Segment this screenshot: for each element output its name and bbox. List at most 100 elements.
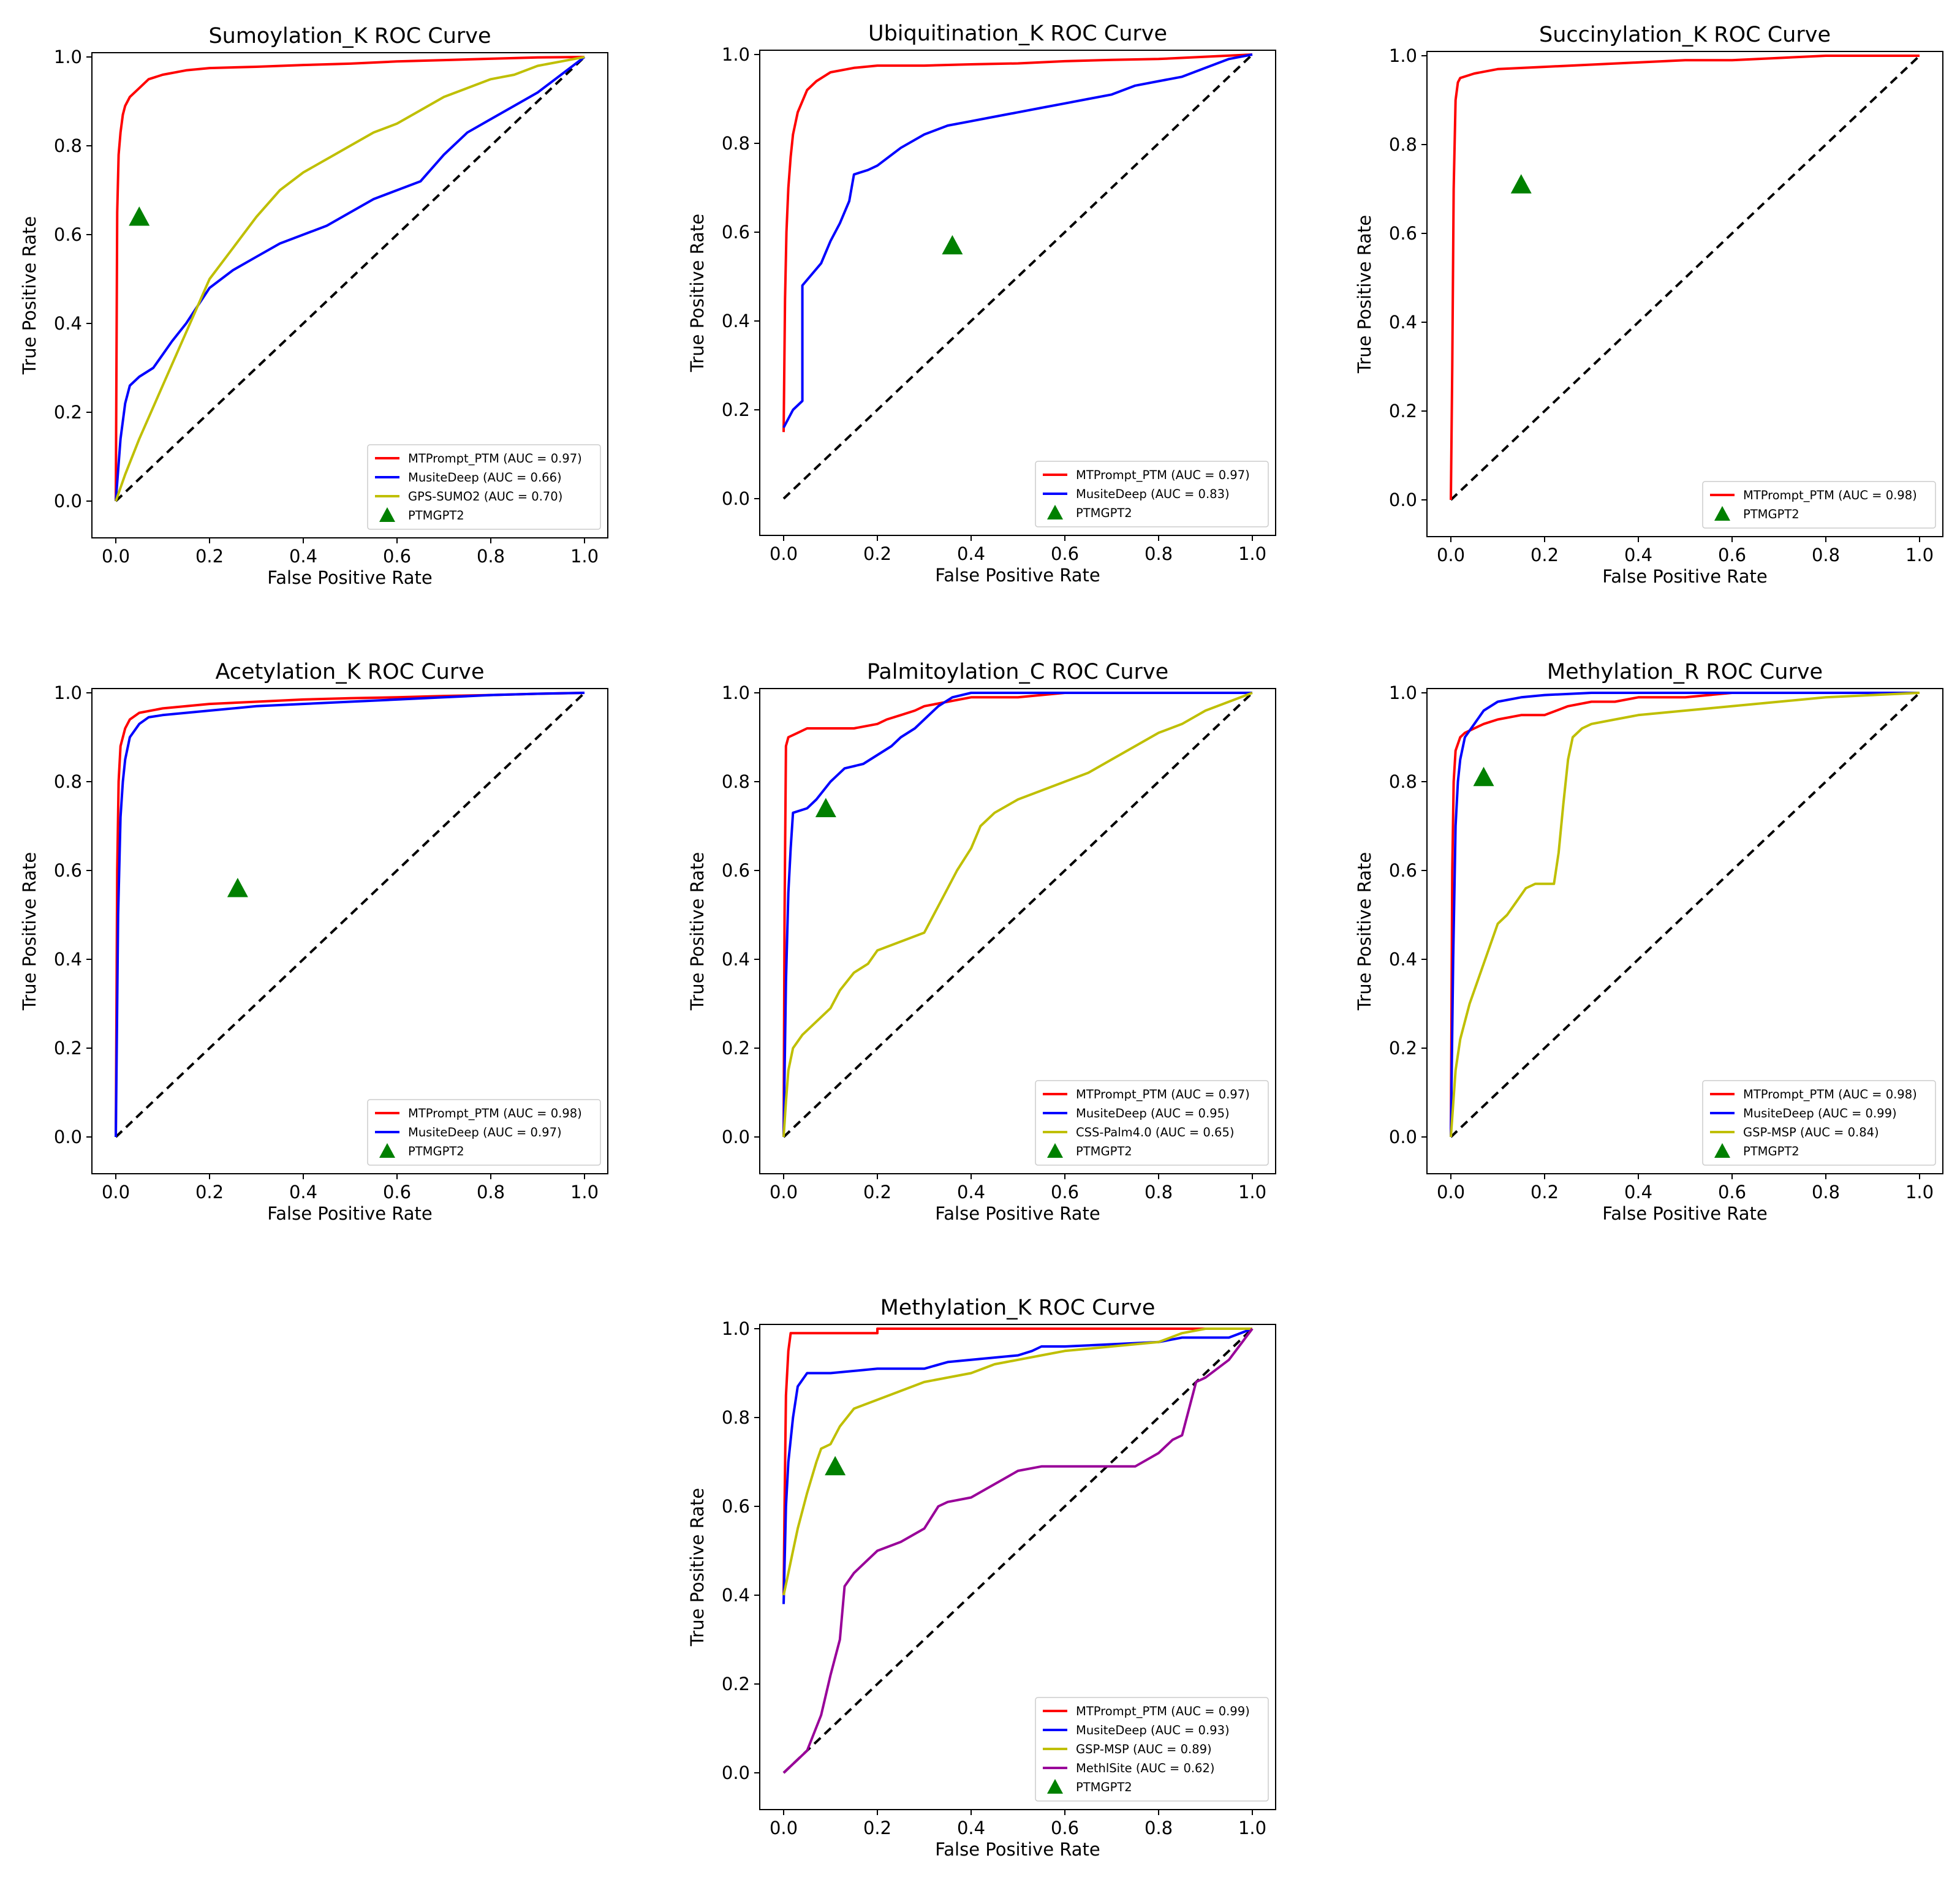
ptmgpt2-marker xyxy=(129,206,150,226)
axes-frame xyxy=(91,52,608,538)
legend-label: PTMGPT2 xyxy=(1076,1780,1132,1794)
ptmgpt2-marker xyxy=(942,235,963,255)
legend-label: MTPrompt_PTM (AUC = 0.98) xyxy=(408,1106,582,1120)
legend-box xyxy=(367,1099,601,1166)
ptmgpt2-marker xyxy=(1510,174,1532,194)
x-tick-label: 0.8 xyxy=(1145,543,1173,564)
legend-box xyxy=(367,444,601,530)
legend: MTPrompt_PTM (AUC = 0.99) MusiteDeep (AUC… xyxy=(1035,1697,1269,1802)
diagonal-reference-line xyxy=(1450,692,1921,1138)
x-tick-label: 0.0 xyxy=(770,543,798,564)
legend: MTPrompt_PTM (AUC = 0.98) MusiteDeep (AUC… xyxy=(1702,1080,1936,1166)
diagonal-reference-line xyxy=(1450,55,1921,501)
y-tick-label: 0.4 xyxy=(722,1585,750,1606)
y-tick-label: 1.0 xyxy=(54,47,82,67)
y-tick-label: 0.2 xyxy=(1389,401,1417,421)
legend-label: MusiteDeep (AUC = 0.99) xyxy=(1743,1106,1897,1120)
x-axis-label: False Positive Rate xyxy=(267,1203,433,1224)
y-tick-label: 0.2 xyxy=(1389,1038,1417,1059)
x-tick-label: 0.0 xyxy=(102,546,130,567)
y-tick-label: 0.2 xyxy=(54,1038,82,1059)
diagonal-reference-line xyxy=(782,692,1254,1138)
y-tick-label: 0.0 xyxy=(1389,1127,1417,1147)
y-tick-label: 0.8 xyxy=(1389,134,1417,155)
y-tick-label: 0.4 xyxy=(1389,312,1417,333)
roc-panel: Ubiquitination_K ROC Curve 0.0 0.2 0.4 0.6 0.… xyxy=(687,21,1276,586)
legend-label: MusiteDeep (AUC = 0.83) xyxy=(1076,487,1230,501)
legend: MTPrompt_PTM (AUC = 0.97) MusiteDeep (AUC… xyxy=(367,444,601,530)
x-tick-label: 0.0 xyxy=(1437,1182,1465,1203)
roc-curve xyxy=(1450,692,1920,1138)
x-tick-label: 1.0 xyxy=(1905,1182,1934,1203)
legend-label: PTMGPT2 xyxy=(1076,506,1132,520)
y-tick-label: 0.2 xyxy=(722,1038,750,1059)
x-axis-label: False Positive Rate xyxy=(935,1839,1100,1860)
legend-box xyxy=(1035,461,1269,527)
roc-panel: Palmitoylation_C ROC Curve 0.0 0.2 0.4 0.6 0.… xyxy=(687,660,1276,1224)
roc-curve xyxy=(782,692,1252,1138)
chart-title: Sumoylation_K ROC Curve xyxy=(208,24,491,48)
roc-curve xyxy=(782,692,1252,1138)
x-axis-label: False Positive Rate xyxy=(935,1203,1100,1224)
x-tick-label: 1.0 xyxy=(570,546,599,567)
y-tick-label: 0.6 xyxy=(54,860,82,881)
roc-panel: Succinylation_K ROC Curve 0.0 0.2 0.4 0.6 0.8… xyxy=(1354,23,1943,587)
roc-curve xyxy=(115,56,586,502)
x-tick-label: 0.4 xyxy=(289,546,317,567)
legend-label: PTMGPT2 xyxy=(1076,1144,1132,1158)
legend-label: MTPrompt_PTM (AUC = 0.97) xyxy=(408,451,582,466)
x-tick-label: 0.6 xyxy=(383,546,411,567)
x-tick-label: 0.6 xyxy=(1051,1818,1079,1838)
legend-marker-swatch xyxy=(1714,506,1730,521)
legend-box xyxy=(1702,1080,1936,1166)
roc-curve xyxy=(782,1327,1254,1774)
chart-title: Methylation_K ROC Curve xyxy=(880,1296,1156,1320)
x-tick-label: 1.0 xyxy=(1238,1818,1266,1838)
x-tick-label: 0.8 xyxy=(1145,1182,1173,1203)
legend-marker-swatch xyxy=(1047,1779,1063,1794)
x-tick-label: 0.2 xyxy=(195,546,224,567)
legend-label: MusiteDeep (AUC = 0.97) xyxy=(408,1125,562,1139)
legend-marker-swatch xyxy=(379,507,395,523)
x-axis-label: False Positive Rate xyxy=(1602,1203,1768,1224)
x-tick-label: 0.6 xyxy=(383,1182,411,1203)
x-tick-label: 0.2 xyxy=(863,1182,891,1203)
y-tick-label: 0.2 xyxy=(722,1674,750,1694)
chart-title: Methylation_R ROC Curve xyxy=(1547,660,1823,684)
x-tick-label: 0.0 xyxy=(770,1182,798,1203)
roc-panel: Methylation_R ROC Curve 0.0 0.2 0.4 0.6 0.8 1.… xyxy=(1354,660,1943,1224)
legend-marker-swatch xyxy=(1047,1143,1063,1158)
x-tick-label: 0.0 xyxy=(1437,545,1465,565)
y-axis-label: True Positive Rate xyxy=(687,214,708,372)
roc-curve xyxy=(115,692,585,1138)
chart-title: Ubiquitination_K ROC Curve xyxy=(868,21,1167,46)
x-tick-label: 0.4 xyxy=(957,543,985,564)
legend-label: CSS-Palm4.0 (AUC = 0.65) xyxy=(1076,1125,1234,1139)
axes-frame xyxy=(1426,51,1943,537)
legend-label: PTMGPT2 xyxy=(1743,507,1799,521)
y-tick-label: 0.4 xyxy=(722,949,750,970)
legend-marker-swatch xyxy=(379,1143,395,1158)
y-tick-label: 0.0 xyxy=(722,488,750,509)
y-axis-label: True Positive Rate xyxy=(19,216,40,375)
y-tick-label: 0.8 xyxy=(722,1407,750,1428)
legend-label: MTPrompt_PTM (AUC = 0.99) xyxy=(1076,1704,1250,1718)
x-tick-label: 1.0 xyxy=(1238,543,1266,564)
legend-marker-swatch xyxy=(1047,505,1063,520)
x-tick-label: 0.2 xyxy=(1531,545,1559,565)
y-tick-label: 1.0 xyxy=(722,1318,750,1339)
legend-label: GPS-SUMO2 (AUC = 0.70) xyxy=(408,489,562,504)
roc-curve xyxy=(782,1327,1252,1596)
x-axis-label: False Positive Rate xyxy=(1602,566,1768,587)
diagonal-reference-line xyxy=(782,1327,1254,1774)
roc-curve xyxy=(115,56,585,502)
x-tick-label: 0.2 xyxy=(1531,1182,1559,1203)
legend-label: MusiteDeep (AUC = 0.66) xyxy=(408,470,562,485)
x-tick-label: 0.8 xyxy=(1812,1182,1840,1203)
x-tick-label: 0.8 xyxy=(1812,545,1840,565)
x-tick-label: 0.4 xyxy=(1624,1182,1652,1203)
y-tick-label: 0.8 xyxy=(722,133,750,154)
legend-label: GSP-MSP (AUC = 0.89) xyxy=(1076,1742,1212,1756)
roc-curve xyxy=(115,692,585,1138)
legend-label: GSP-MSP (AUC = 0.84) xyxy=(1743,1125,1879,1139)
